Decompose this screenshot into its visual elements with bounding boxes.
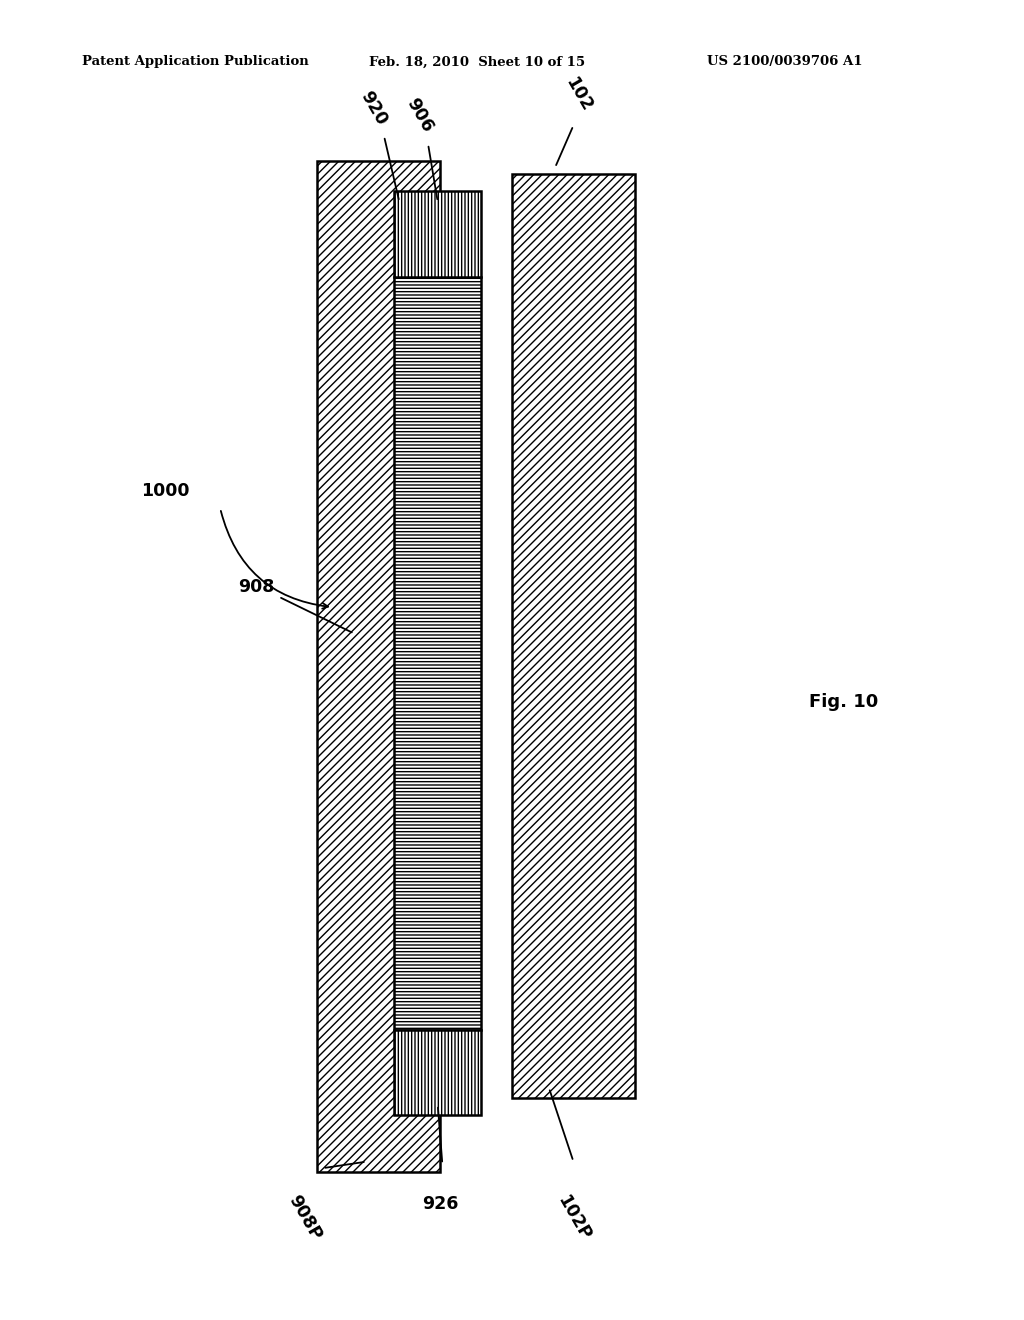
Text: 920: 920	[357, 87, 390, 128]
Text: Patent Application Publication: Patent Application Publication	[82, 55, 308, 69]
Text: Feb. 18, 2010  Sheet 10 of 15: Feb. 18, 2010 Sheet 10 of 15	[369, 55, 585, 69]
Text: 906: 906	[403, 95, 436, 136]
Text: 908P: 908P	[285, 1192, 326, 1243]
Text: 908: 908	[238, 578, 274, 597]
Text: US 2100/0039706 A1: US 2100/0039706 A1	[707, 55, 862, 69]
Bar	[394, 277, 481, 1030]
Bar	[317, 161, 440, 1172]
Text: 102: 102	[562, 74, 595, 115]
Bar	[512, 174, 635, 1098]
Text: 1000: 1000	[141, 482, 189, 500]
Bar	[394, 1030, 481, 1115]
Text: Fig. 10: Fig. 10	[809, 693, 879, 711]
Bar	[394, 191, 481, 277]
Text: 926: 926	[422, 1195, 459, 1213]
Text: 102P: 102P	[553, 1192, 594, 1243]
